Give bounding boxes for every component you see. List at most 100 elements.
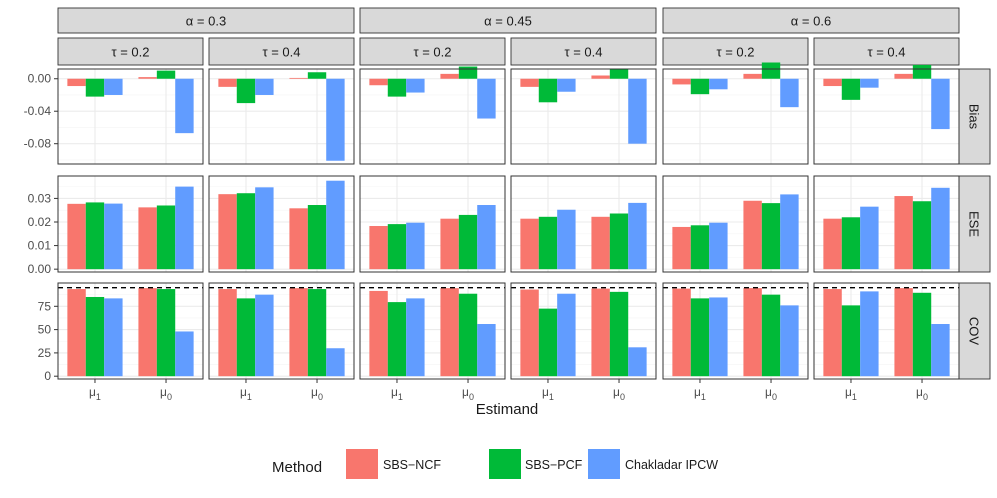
x-tick-label: μ0	[462, 385, 474, 402]
bar-cov-mu0-chakladar-ipcw	[477, 324, 496, 377]
x-tick-label: μ0	[765, 385, 777, 402]
facet-panel	[359, 175, 506, 273]
bar-cov-mu0-sbs-pcf	[912, 292, 932, 377]
bar-ese-mu1-sbs-ncf	[520, 218, 539, 270]
panel-border	[662, 175, 809, 273]
bar-ese-mu0-sbs-pcf	[912, 201, 932, 270]
bar-bias-mu1-chakladar-ipcw	[104, 78, 123, 95]
bar-ese-mu1-sbs-pcf	[841, 217, 861, 270]
tau-strip-label: τ = 0.4	[867, 45, 905, 60]
bar-bias-mu1-sbs-ncf	[672, 78, 691, 85]
panel-border	[208, 175, 355, 273]
panel-border	[208, 282, 355, 380]
y-tick-label: 0.01	[28, 239, 52, 253]
bar-bias-mu1-sbs-pcf	[387, 78, 407, 97]
facet-panel	[208, 175, 355, 273]
tau-strip	[813, 37, 960, 66]
y-tick-label: 0.00	[28, 262, 52, 276]
panel-border	[208, 68, 355, 165]
metric-strip-column: Bias ESE COV	[957, 68, 991, 380]
bar-ese-mu1-chakladar-ipcw	[860, 206, 879, 270]
bar-ese-mu0-sbs-ncf	[289, 208, 308, 270]
bar-cov-mu1-sbs-ncf	[218, 289, 237, 377]
bar-bias-mu1-sbs-ncf	[218, 78, 237, 87]
panel-border	[662, 282, 809, 380]
facet-panels	[57, 62, 960, 380]
facet-panel	[359, 66, 506, 165]
facet-panel	[359, 282, 506, 380]
panel-border	[510, 68, 657, 165]
tau-strip-label: τ = 0.4	[564, 45, 602, 60]
bar-bias-mu0-sbs-pcf	[156, 70, 176, 79]
bar-cov-mu1-chakladar-ipcw	[255, 294, 274, 377]
bar-bias-mu1-sbs-ncf	[520, 78, 539, 87]
x-tick-label: μ1	[694, 385, 706, 402]
panel-border	[662, 68, 809, 165]
legend-label-sbs-ncf: SBS−NCF	[383, 458, 441, 472]
bar-ese-mu1-sbs-pcf	[236, 193, 256, 270]
bar-ese-mu0-chakladar-ipcw	[477, 205, 496, 270]
tau-strip	[208, 37, 355, 66]
bar-cov-mu0-chakladar-ipcw	[175, 331, 194, 377]
legend-key-sbs-ncf	[346, 449, 378, 479]
panel-border	[359, 68, 506, 165]
bar-cov-mu0-sbs-ncf	[743, 288, 762, 377]
bar-bias-mu0-sbs-pcf	[609, 69, 629, 79]
bar-bias-mu1-chakladar-ipcw	[860, 78, 879, 88]
bar-bias-mu1-sbs-pcf	[538, 78, 558, 103]
bar-cov-mu1-chakladar-ipcw	[709, 297, 728, 377]
x-tick-label: μ0	[160, 385, 172, 402]
bar-cov-mu1-sbs-pcf	[841, 305, 861, 377]
bar-ese-mu1-sbs-ncf	[369, 226, 388, 270]
bar-ese-mu0-chakladar-ipcw	[175, 186, 194, 270]
metric-strip-label: COV	[967, 317, 982, 346]
bar-cov-mu1-chakladar-ipcw	[406, 298, 425, 377]
y-tick-label: 25	[38, 346, 52, 360]
facet-panel	[510, 175, 657, 273]
bar-bias-mu0-sbs-ncf	[743, 73, 762, 79]
bar-ese-mu1-sbs-ncf	[672, 226, 691, 270]
metric-strip	[957, 175, 991, 273]
facet-panel	[208, 68, 355, 165]
bar-bias-mu0-sbs-ncf	[591, 75, 610, 79]
legend-label-chakladar-ipcw: Chakladar IPCW	[625, 458, 718, 472]
bar-cov-mu1-sbs-ncf	[672, 288, 691, 377]
panel-border	[359, 175, 506, 273]
bar-bias-mu0-chakladar-ipcw	[175, 78, 194, 134]
x-tick-label: μ1	[240, 385, 252, 402]
facet-panel	[510, 282, 657, 380]
metric-strip	[957, 68, 991, 165]
bar-ese-mu1-sbs-ncf	[823, 218, 842, 270]
bar-cov-mu0-chakladar-ipcw	[931, 324, 950, 377]
bar-bias-mu1-chakladar-ipcw	[255, 78, 274, 95]
bar-cov-mu0-sbs-pcf	[609, 291, 629, 377]
bar-ese-mu0-sbs-ncf	[743, 200, 762, 270]
bar-bias-mu1-sbs-pcf	[841, 78, 861, 100]
bar-cov-mu1-chakladar-ipcw	[104, 298, 123, 377]
bar-bias-mu1-sbs-ncf	[67, 78, 86, 87]
x-axes: μ1 μ0 μ1 μ0 μ1 μ0 μ1 μ0 μ1 μ0 μ1 μ0	[89, 379, 928, 402]
bar-bias-mu1-chakladar-ipcw	[406, 78, 425, 93]
bar-cov-mu0-sbs-pcf	[458, 293, 478, 377]
panel-border	[57, 68, 204, 165]
facet-panel	[662, 62, 809, 165]
bar-cov-mu0-chakladar-ipcw	[326, 348, 345, 377]
facet-panel	[510, 68, 657, 165]
bar-bias-mu0-chakladar-ipcw	[326, 78, 345, 161]
bar-ese-mu0-sbs-pcf	[307, 205, 327, 270]
legend-key-sbs-pcf	[489, 449, 521, 479]
tau-strip	[57, 37, 204, 66]
bar-ese-mu0-chakladar-ipcw	[326, 180, 345, 270]
tau-strip-label: τ = 0.2	[413, 45, 451, 60]
alpha-strip-row: α = 0.3 α = 0.45 α = 0.6	[57, 7, 960, 34]
panel-border	[57, 175, 204, 273]
y-tick-label: 50	[38, 323, 52, 337]
bar-ese-mu0-sbs-pcf	[609, 213, 629, 270]
bar-cov-mu1-sbs-pcf	[85, 296, 105, 377]
tau-strip-label: τ = 0.2	[716, 45, 754, 60]
legend-label-sbs-pcf: SBS−PCF	[525, 458, 583, 472]
bar-ese-mu0-sbs-ncf	[440, 218, 459, 270]
bar-ese-mu0-sbs-ncf	[894, 196, 913, 270]
bar-cov-mu1-sbs-ncf	[823, 289, 842, 377]
